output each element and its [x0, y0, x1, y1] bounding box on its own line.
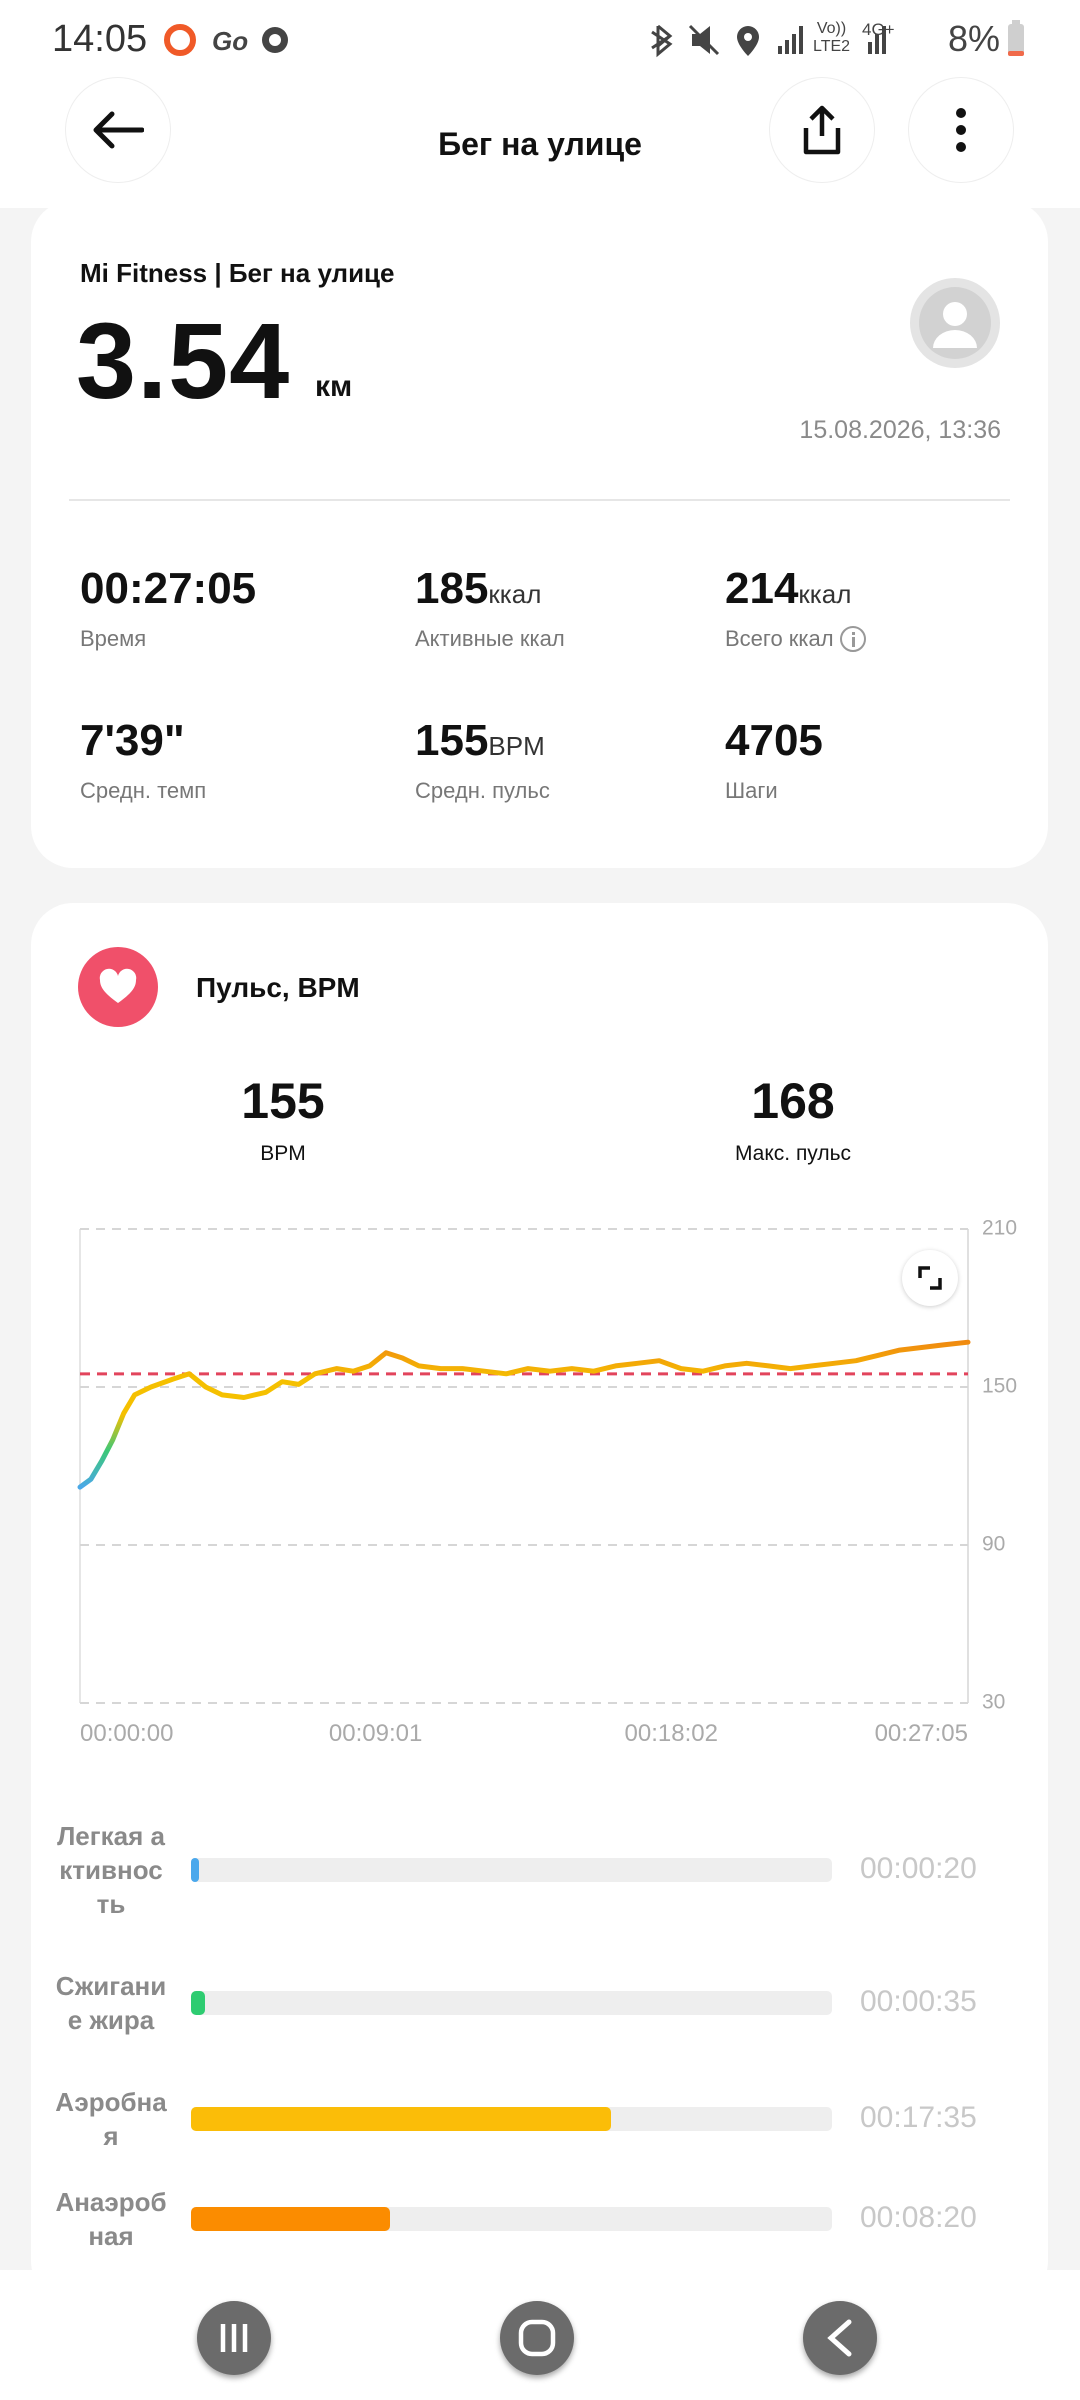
stat-value: 214ккал	[725, 564, 851, 614]
distance: 3.54	[76, 300, 291, 421]
y-tick-label: 150	[982, 1375, 1017, 1398]
stat-label-text: Шаги	[725, 778, 778, 803]
status-time: 14:05	[52, 18, 148, 60]
home-button[interactable]	[500, 2301, 574, 2375]
stat-number: 214	[725, 564, 799, 613]
lte: LTE2	[813, 38, 851, 55]
share-button[interactable]	[770, 78, 874, 182]
zone-name: Сжигание жира	[55, 1971, 167, 2035]
more-button[interactable]	[909, 78, 1013, 182]
source-title: Mi Fitness | Бег на улице	[80, 258, 395, 288]
stat-value: 155BPM	[415, 716, 545, 766]
stat-value: 7'39"	[80, 716, 185, 766]
stat-number: 00:27:05	[80, 564, 257, 613]
notification-icons: Go	[164, 24, 288, 56]
zone-name: Анаэробная	[55, 2187, 167, 2251]
stat-label: Шаги	[725, 778, 778, 804]
zone-bar	[191, 2207, 391, 2231]
stat-label: Время	[80, 626, 146, 652]
back-nav-icon	[827, 2319, 852, 2357]
stat-label-text: Средн. пульс	[415, 778, 550, 803]
recent-icon	[220, 2324, 248, 2352]
expand-icon	[918, 1266, 942, 1290]
stat-label: Всего ккал	[725, 626, 866, 652]
volte-label: Vo)) LTE2	[813, 20, 850, 56]
stat-label-text: Средн. темп	[80, 778, 207, 803]
stat-unit: ккал	[488, 579, 542, 609]
zone-time: 00:00:20	[860, 1852, 977, 1885]
avg-heart-rate-label: BPM	[260, 1142, 306, 1165]
stat-number: 185	[415, 564, 489, 613]
status-icons	[651, 24, 886, 58]
heart-rate-card	[31, 903, 1048, 2303]
stat-value: 4705	[725, 716, 823, 766]
more-icon	[956, 108, 966, 152]
x-tick-label: 00:27:05	[875, 1720, 968, 1747]
stat-label-text: Всего ккал	[725, 626, 834, 651]
x-tick-label: 00:09:01	[329, 1720, 422, 1747]
stat-number: 4705	[725, 716, 823, 765]
expand-chart-button[interactable]	[902, 1250, 958, 1306]
heart-rate-chart: 30 90 150 210 00:00:00 00:09:01 00:18:02 00:27:…	[77, 1217, 1017, 1747]
avatar	[910, 278, 1000, 368]
stat-number: 155	[415, 716, 489, 765]
volte: Vo))	[816, 20, 847, 37]
divider	[69, 499, 1010, 501]
info-icon	[839, 626, 866, 652]
zone-name: Легкая активность	[57, 1821, 165, 1919]
zone-bar	[191, 2107, 612, 2131]
info-dot	[851, 632, 855, 635]
x-tick-label: 00:00:00	[80, 1720, 173, 1747]
heart-rate-title: Пульс, BPM	[196, 972, 360, 1003]
heart-rate-line	[77, 1339, 971, 1490]
y-tick-label: 210	[982, 1217, 1017, 1240]
y-tick-label: 30	[982, 1691, 1005, 1714]
stat-value: 00:27:05	[80, 564, 256, 614]
zone-track	[191, 1991, 832, 2015]
y-tick-label: 90	[982, 1533, 1005, 1556]
summary-card	[31, 200, 1048, 868]
page-title: Бег на улице	[438, 126, 642, 162]
x-tick-label: 00:18:02	[625, 1720, 718, 1747]
datetime: 15.08.2026, 13:36	[799, 416, 1001, 444]
top-bar	[0, 0, 1080, 208]
stat-label: Средн. пульс	[415, 778, 550, 804]
max-heart-rate: 168	[751, 1073, 835, 1129]
back-nav-button[interactable]	[803, 2301, 877, 2375]
battery-percent: 8%	[948, 18, 1001, 59]
home-icon	[518, 2319, 556, 2357]
svg-text:Go: Go	[212, 26, 248, 56]
info-bar	[851, 637, 855, 647]
recent-apps-button[interactable]	[197, 2301, 271, 2375]
zone-bar	[191, 1991, 205, 2015]
zone-bar	[191, 1858, 199, 1882]
network-label: 4G+	[862, 20, 895, 39]
back-button[interactable]	[66, 78, 170, 182]
stat-label-text: Активные ккал	[415, 626, 565, 651]
share-icon	[803, 105, 841, 155]
zone-time: 00:00:35	[860, 1985, 977, 2018]
battery-icon	[1008, 20, 1024, 56]
zone-name: Аэробная	[55, 2087, 167, 2151]
max-heart-rate-label: Макс. пульс	[734, 1142, 852, 1165]
back-icon	[93, 111, 144, 149]
stat-unit: BPM	[488, 731, 545, 761]
stat-label-text: Время	[80, 626, 147, 651]
zone-time: 00:08:20	[860, 2201, 977, 2234]
avg-heart-rate: 155	[241, 1073, 325, 1129]
distance-unit: км	[315, 370, 353, 403]
stat-number: 7'39"	[80, 716, 185, 765]
stat-value: 185ккал	[415, 564, 541, 614]
zone-time: 00:17:35	[860, 2101, 977, 2134]
stat-unit: ккал	[798, 579, 852, 609]
stat-label: Активные ккал	[415, 626, 565, 652]
zone-track	[191, 1858, 832, 1882]
stat-label: Средн. темп	[80, 778, 206, 804]
heart-icon	[78, 947, 158, 1027]
